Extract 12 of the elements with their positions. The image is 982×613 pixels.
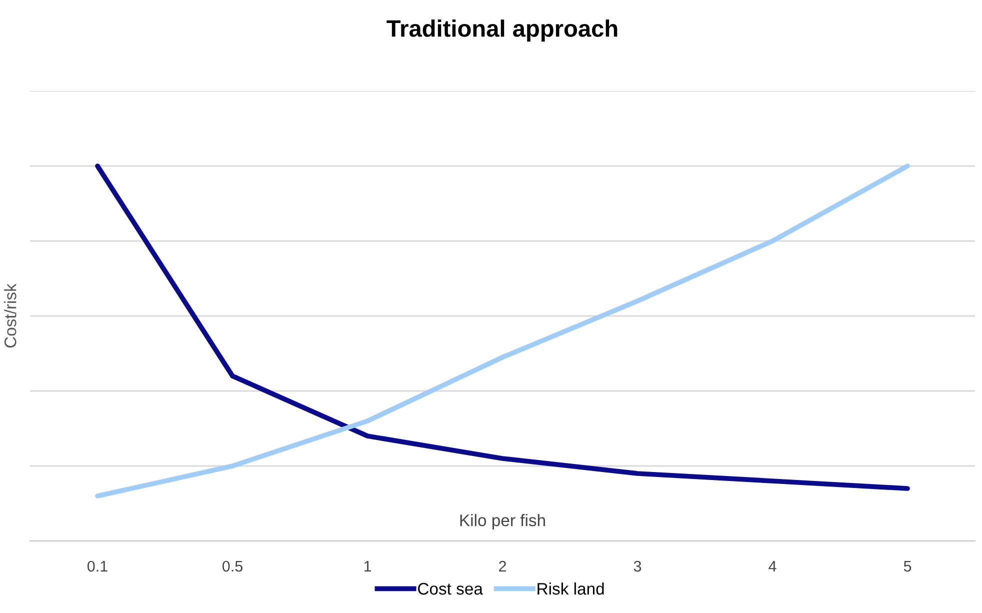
x-tick-label: 5 xyxy=(904,561,912,572)
legend-label: Risk land xyxy=(538,582,604,595)
y-axis-title: Cost/risk xyxy=(4,284,16,348)
x-tick-label: 3 xyxy=(634,560,642,572)
x-tick-label: 1 xyxy=(364,561,372,572)
x-axis-title: Kilo per fish xyxy=(460,514,545,530)
chart-title: Traditional approach xyxy=(386,20,618,42)
x-tick-label: 2 xyxy=(499,560,506,572)
x-tick-label: 0.1 xyxy=(87,560,108,572)
x-tick-label: 0.5 xyxy=(222,560,242,572)
legend-label: Cost sea xyxy=(418,582,483,595)
x-tick-label: 4 xyxy=(768,561,776,572)
